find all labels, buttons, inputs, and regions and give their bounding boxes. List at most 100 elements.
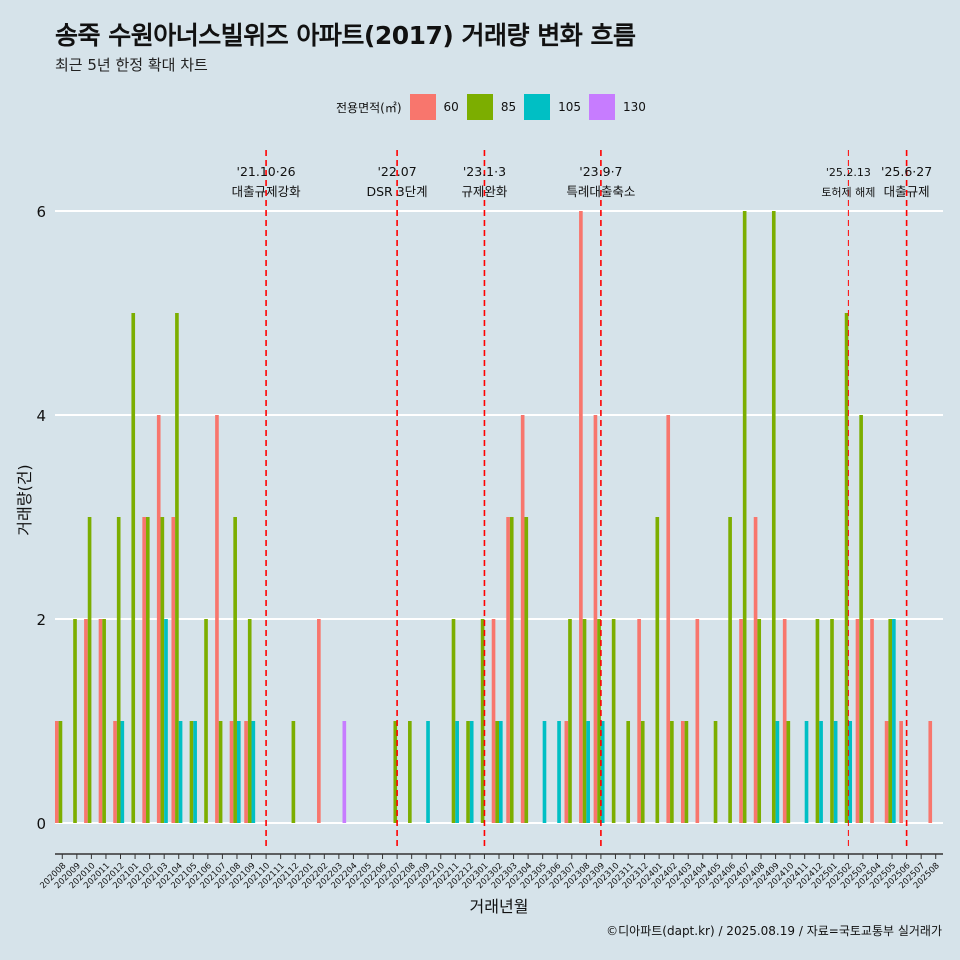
legend-item-60: 60 xyxy=(409,94,459,120)
bar-85-202307 xyxy=(568,619,572,823)
bar-85-202211 xyxy=(451,619,456,823)
bar-85-202502 xyxy=(844,313,849,823)
bar-60-202108 xyxy=(229,721,234,823)
bar-85-202407 xyxy=(742,211,747,823)
chart-subtitle: 최근 5년 한정 확대 차트 xyxy=(55,56,208,74)
bar-85-202207 xyxy=(393,721,398,823)
bar-60-202109 xyxy=(244,721,248,823)
annotation-date-202309: '23.9·7 xyxy=(579,164,622,179)
bar-60-202309 xyxy=(593,415,598,823)
annotation-date-202301: '23.1·3 xyxy=(463,164,506,179)
bar-85-202012 xyxy=(116,517,121,823)
bar-105-202012 xyxy=(120,721,125,823)
bar-85-202112 xyxy=(291,721,296,823)
bar-85-202309 xyxy=(597,619,601,823)
bar-60-202402 xyxy=(666,415,671,823)
bar-85-202308 xyxy=(582,619,587,823)
bar-85-202405 xyxy=(713,721,718,823)
bar-105-202302 xyxy=(499,721,503,823)
bar-60-202303 xyxy=(506,517,510,823)
bar-60-202202 xyxy=(317,619,321,823)
bar-85-202406 xyxy=(728,517,732,823)
bar-105-202306 xyxy=(557,721,561,823)
bar-105-202501 xyxy=(833,721,838,823)
bar-85-202303 xyxy=(509,517,514,823)
bar-105-202211 xyxy=(455,721,459,823)
bar-60-202012 xyxy=(113,721,117,823)
annotation-label-202110: 대출규제강화 xyxy=(232,184,302,199)
bar-85-202501 xyxy=(830,619,834,823)
bar-60-202102 xyxy=(142,517,146,823)
bar-105-202212 xyxy=(469,721,474,823)
bar-60-202008 xyxy=(55,721,59,823)
bar-60-202504 xyxy=(870,619,874,823)
legend-swatch-130 xyxy=(589,94,615,120)
bar-60-202506 xyxy=(899,721,903,823)
bar-85-202109 xyxy=(247,619,252,823)
legend-label-130: 130 xyxy=(623,100,646,114)
bar-85-202401 xyxy=(655,517,660,823)
bar-105-202409 xyxy=(775,721,780,823)
annotation-date-202506: '25.6·27 xyxy=(881,164,932,179)
bar-105-202108 xyxy=(236,721,241,823)
bar-85-202310 xyxy=(611,619,616,823)
bar-85-202103 xyxy=(160,517,165,823)
bar-60-202312 xyxy=(637,619,641,823)
bar-85-202302 xyxy=(495,721,499,823)
bar-105-202412 xyxy=(819,721,823,823)
bar-105-202109 xyxy=(251,721,256,823)
bar-85-202412 xyxy=(815,619,820,823)
legend-title: 전용면적(㎡) xyxy=(336,100,402,115)
legend-item-105: 105 xyxy=(524,94,581,120)
bar-60-202505 xyxy=(884,721,889,823)
bar-60-202410 xyxy=(782,619,787,823)
bar-60-202010 xyxy=(84,619,88,823)
bar-105-202105 xyxy=(193,721,197,823)
bar-60-202304 xyxy=(520,415,525,823)
annotation-date-202502: '25.2.13 xyxy=(826,166,871,179)
legend: 전용면적(㎡) 60 85 105 130 xyxy=(336,93,654,121)
bar-85-202104 xyxy=(175,313,179,823)
bar-60-202308 xyxy=(579,211,583,823)
bar-105-202502 xyxy=(848,721,853,823)
chart-title: 송죽 수원아너스빌위즈 아파트(2017) 거래량 변화 흐름 xyxy=(55,21,636,50)
bar-85-202505 xyxy=(888,619,893,823)
legend-swatch-85 xyxy=(466,94,493,120)
bar-60-202404 xyxy=(695,619,700,823)
bar-105-202505 xyxy=(892,619,896,823)
bar-105-202209 xyxy=(426,721,430,823)
bar-85-202409 xyxy=(771,211,776,823)
bar-85-202312 xyxy=(640,721,645,823)
bar-85-202102 xyxy=(145,517,150,823)
bar-85-202403 xyxy=(684,721,689,823)
y-tick-label-6: 6 xyxy=(36,203,46,221)
legend-swatch-60 xyxy=(409,94,436,120)
bar-85-202107 xyxy=(218,721,223,823)
annotation-label-202207: DSR 3단계 xyxy=(367,184,428,199)
annotation-date-202207: '22.07 xyxy=(377,164,416,179)
bar-85-202408 xyxy=(757,619,762,823)
x-axis-title: 거래년월 xyxy=(470,897,529,916)
bar-60-202408 xyxy=(753,517,758,823)
bar-85-202311 xyxy=(626,721,631,823)
bar-85-202106 xyxy=(204,619,208,823)
bar-85-202011 xyxy=(102,619,106,823)
bar-85-202105 xyxy=(189,721,194,823)
legend-label-60: 60 xyxy=(443,100,459,114)
bar-60-202503 xyxy=(855,619,860,823)
y-tick-label-4: 4 xyxy=(36,407,46,425)
y-tick-label-0: 0 xyxy=(36,815,46,833)
bar-60-202302 xyxy=(491,619,496,823)
bar-85-202101 xyxy=(131,313,136,823)
legend-item-130: 130 xyxy=(589,94,646,120)
y-axis-title: 거래량(건) xyxy=(15,464,34,535)
bar-60-202107 xyxy=(215,415,219,823)
y-tick-label-2: 2 xyxy=(36,611,46,629)
bar-105-202103 xyxy=(164,619,168,823)
bar-105-202305 xyxy=(542,721,547,823)
bar-85-202301 xyxy=(480,619,485,823)
bar-105-202309 xyxy=(600,721,605,823)
bar-85-202410 xyxy=(786,721,791,823)
bar-60-202104 xyxy=(171,517,176,823)
